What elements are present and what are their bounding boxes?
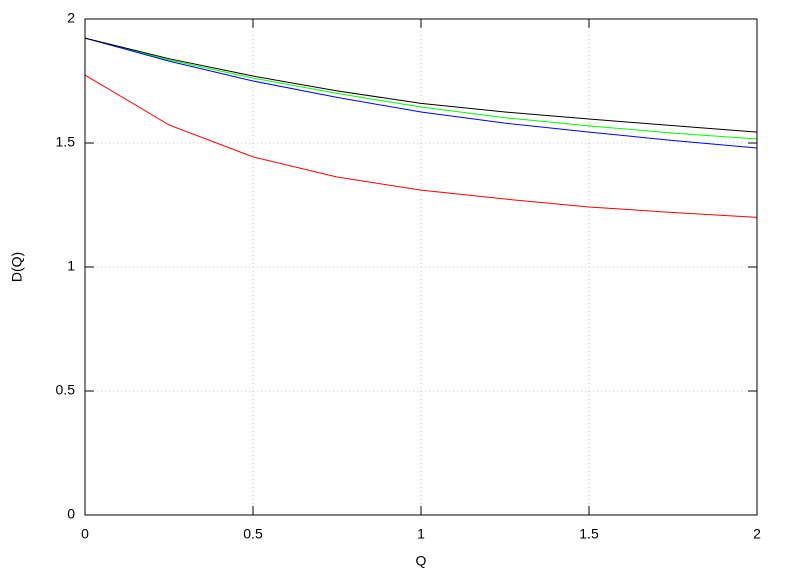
y-tick-label: 2 <box>67 10 75 26</box>
y-axis-label: D(Q) <box>9 252 25 282</box>
x-tick-label: 1.5 <box>579 526 599 542</box>
series-line <box>84 37 758 140</box>
y-tick-label: 1 <box>67 258 75 274</box>
series-line <box>84 74 758 218</box>
x-tick-label: 0.5 <box>243 526 263 542</box>
x-tick-label: 1 <box>417 526 425 542</box>
x-tick-label: 2 <box>753 526 761 542</box>
x-tick-label: 0 <box>81 526 89 542</box>
y-tick-label: 0 <box>67 506 75 522</box>
y-tick-label: 1.5 <box>56 134 76 150</box>
plot-frame <box>84 18 758 516</box>
series-line <box>84 37 758 133</box>
x-axis-label: Q <box>416 553 427 569</box>
series-line <box>84 37 758 149</box>
y-tick-label: 0.5 <box>56 382 76 398</box>
